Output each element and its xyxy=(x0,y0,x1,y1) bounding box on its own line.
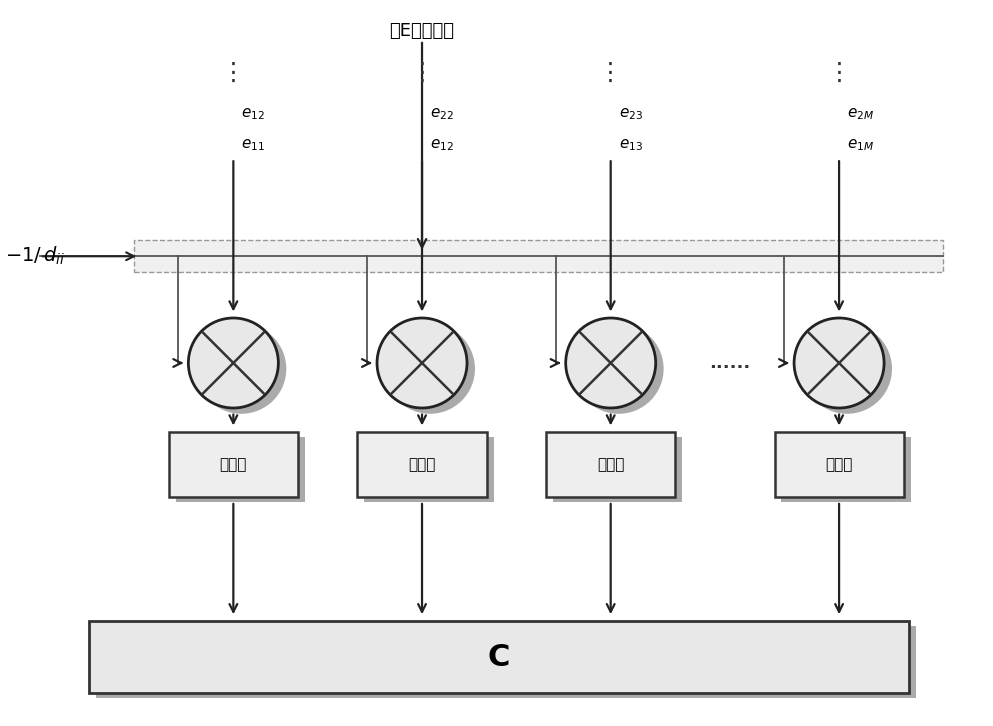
Text: ⋮: ⋮ xyxy=(826,60,852,85)
FancyBboxPatch shape xyxy=(169,432,298,497)
FancyBboxPatch shape xyxy=(89,621,909,693)
Ellipse shape xyxy=(802,324,892,414)
Ellipse shape xyxy=(377,318,467,408)
Text: ⋮: ⋮ xyxy=(598,60,624,85)
Ellipse shape xyxy=(566,318,655,408)
Text: 寄存器: 寄存器 xyxy=(408,457,436,472)
Text: ......: ...... xyxy=(709,354,751,372)
FancyBboxPatch shape xyxy=(553,437,682,502)
Text: $-1/\,d_{ii}$: $-1/\,d_{ii}$ xyxy=(5,245,66,267)
Ellipse shape xyxy=(574,324,663,414)
Text: 寄存器: 寄存器 xyxy=(219,457,247,472)
Ellipse shape xyxy=(794,318,884,408)
FancyBboxPatch shape xyxy=(546,432,675,497)
Text: 寄存器: 寄存器 xyxy=(825,457,853,472)
Text: $e_{12}$: $e_{12}$ xyxy=(430,137,454,153)
Text: 按E的列输入: 按E的列输入 xyxy=(389,22,455,40)
Text: C: C xyxy=(488,643,510,672)
FancyBboxPatch shape xyxy=(176,437,305,502)
Text: $e_{13}$: $e_{13}$ xyxy=(619,137,642,153)
Text: $e_{12}$: $e_{12}$ xyxy=(241,106,265,122)
FancyBboxPatch shape xyxy=(134,240,943,272)
Text: ⋮: ⋮ xyxy=(220,60,246,85)
FancyBboxPatch shape xyxy=(357,432,487,497)
Text: 寄存器: 寄存器 xyxy=(597,457,625,472)
FancyBboxPatch shape xyxy=(364,437,494,502)
FancyBboxPatch shape xyxy=(781,437,911,502)
FancyBboxPatch shape xyxy=(96,626,916,698)
Text: ⋮: ⋮ xyxy=(409,60,435,85)
Ellipse shape xyxy=(385,324,475,414)
FancyBboxPatch shape xyxy=(775,432,904,497)
Text: $e_{22}$: $e_{22}$ xyxy=(430,106,454,122)
Text: $e_{2M}$: $e_{2M}$ xyxy=(847,106,874,122)
Ellipse shape xyxy=(197,324,286,414)
Ellipse shape xyxy=(189,318,278,408)
Text: $e_{23}$: $e_{23}$ xyxy=(619,106,642,122)
Text: $e_{1M}$: $e_{1M}$ xyxy=(847,137,874,153)
Text: $e_{11}$: $e_{11}$ xyxy=(241,137,265,153)
